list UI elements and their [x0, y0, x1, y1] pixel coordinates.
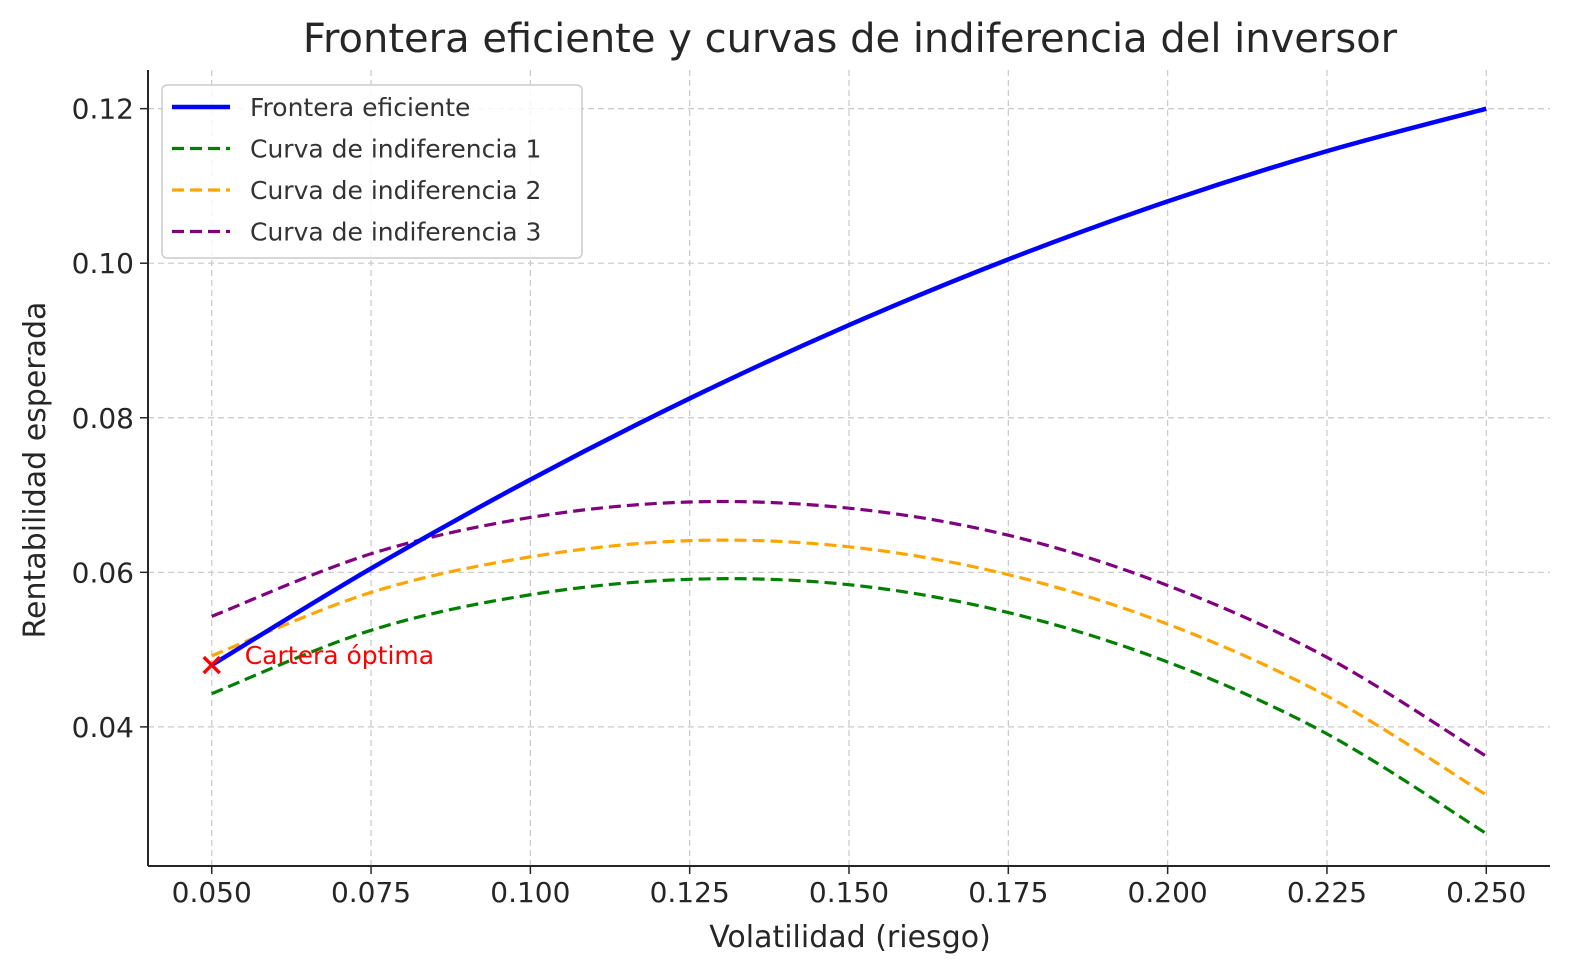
- y-tick-label: 0.08: [72, 402, 134, 435]
- y-tick-label: 0.10: [72, 247, 134, 280]
- y-tick-label: 0.12: [72, 93, 134, 126]
- y-tick-label: 0.04: [72, 711, 134, 744]
- legend-label-1: Frontera eficiente: [250, 93, 470, 122]
- x-tick-label: 0.150: [809, 876, 889, 909]
- x-tick-label: 0.125: [650, 876, 730, 909]
- x-tick-label: 0.050: [172, 876, 252, 909]
- legend-label-3: Curva de indiferencia 2: [250, 176, 541, 205]
- annotations: Cartera óptima: [202, 641, 434, 675]
- x-tick-label: 0.175: [968, 876, 1048, 909]
- legend-label-2: Curva de indiferencia 1: [250, 135, 541, 164]
- chart-title: Frontera eficiente y curvas de indiferen…: [303, 16, 1398, 62]
- x-tick-label: 0.225: [1287, 876, 1367, 909]
- y-tick-label: 0.06: [72, 556, 134, 589]
- optimal-point-label: Cartera óptima: [245, 641, 434, 670]
- x-tick-label: 0.200: [1128, 876, 1208, 909]
- optimal-point-marker: [202, 655, 221, 675]
- series-lines: [210, 106, 1488, 835]
- series-line-1: [210, 106, 1487, 667]
- legend: Frontera eficiente Curva de indiferencia …: [161, 84, 583, 259]
- x-tick-label: 0.100: [490, 876, 570, 909]
- axes: 0.050 0.075 0.100 0.125 0.150 0.175 0.200 0.225…: [72, 70, 1550, 909]
- x-tick-label: 0.250: [1446, 876, 1526, 909]
- series-line-4: [211, 499, 1488, 758]
- x-axis-label: Volatilidad (riesgo): [709, 920, 991, 955]
- x-tick-label: 0.075: [331, 876, 411, 909]
- legend-box: [161, 84, 583, 259]
- series-line-3: [211, 538, 1488, 797]
- y-axis-label: Rentabilidad esperada: [18, 302, 53, 639]
- series-line-2: [211, 577, 1488, 835]
- legend-label-4: Curva de indiferencia 3: [250, 218, 541, 247]
